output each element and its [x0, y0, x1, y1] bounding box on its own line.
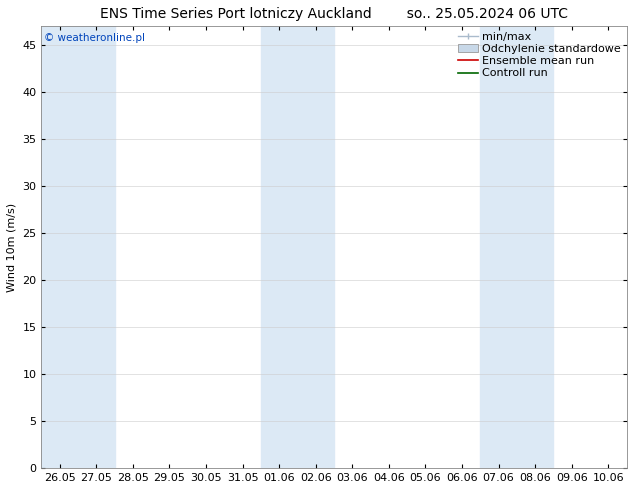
Y-axis label: Wind 10m (m/s): Wind 10m (m/s) — [7, 203, 17, 292]
Bar — [517, 26, 553, 468]
Text: © weatheronline.pl: © weatheronline.pl — [44, 33, 145, 43]
Bar — [78, 26, 115, 468]
Title: ENS Time Series Port lotniczy Auckland        so.. 25.05.2024 06 UTC: ENS Time Series Port lotniczy Auckland s… — [100, 7, 568, 21]
Bar — [297, 26, 334, 468]
Bar — [41, 26, 78, 468]
Legend: min/max, Odchylenie standardowe, Ensemble mean run, Controll run: min/max, Odchylenie standardowe, Ensembl… — [456, 29, 623, 81]
Bar — [261, 26, 297, 468]
Bar — [481, 26, 517, 468]
